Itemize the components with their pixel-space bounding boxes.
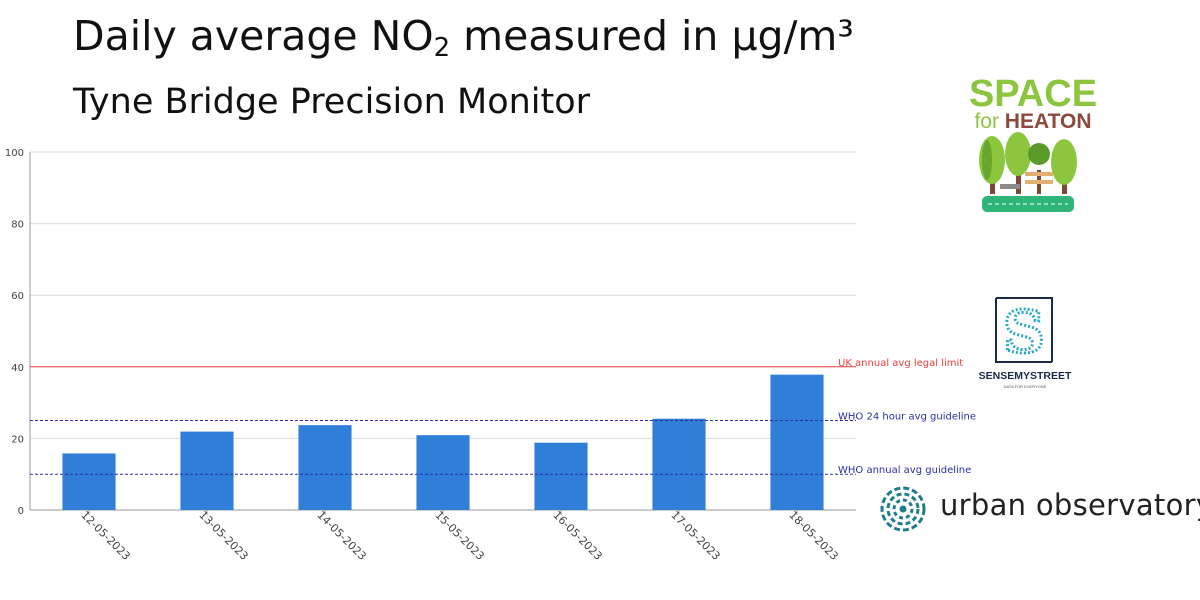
reference-line-label: WHO annual avg guideline — [838, 465, 971, 476]
bar — [298, 425, 352, 510]
bar — [534, 442, 588, 510]
x-tick-label: 14-05-2023 — [314, 508, 368, 562]
x-tick-label: 16-05-2023 — [550, 508, 604, 562]
x-tick-label: 12-05-2023 — [78, 508, 132, 562]
y-tick-label: 60 — [11, 291, 24, 302]
bar — [416, 435, 470, 510]
title-suffix: measured in µg/m³ — [450, 12, 854, 60]
chart-subtitle: Tyne Bridge Precision Monitor — [73, 82, 591, 122]
title-prefix: Daily average NO — [73, 12, 434, 60]
bar — [652, 418, 706, 510]
park-illustration — [979, 132, 1077, 212]
space-logo-line1: SPACE — [969, 73, 1097, 115]
reference-line-label: UK annual avg legal limit — [838, 358, 963, 369]
y-tick-label: 0 — [18, 506, 24, 517]
reference-line-label: WHO 24 hour avg guideline — [838, 412, 976, 423]
x-tick-label: 18-05-2023 — [786, 508, 840, 562]
urban-observatory-icon — [880, 486, 926, 532]
sense-my-street-logo: S SENSEMYSTREET DATA FOR EVERYONE — [979, 297, 1072, 390]
bar — [770, 374, 824, 510]
smst-name: SENSEMYSTREET — [979, 370, 1072, 382]
y-tick-label: 40 — [11, 363, 24, 374]
space-logo-line2: for HEATON — [974, 110, 1091, 133]
title-subscript: 2 — [433, 33, 451, 63]
y-tick-label: 100 — [5, 148, 24, 159]
bar — [180, 431, 234, 510]
bar — [62, 453, 116, 510]
y-tick-label: 80 — [11, 220, 24, 231]
space-for-heaton-logo: SPACE for HEATON — [969, 73, 1097, 212]
chart-title: Daily average NO2 measured in µg/m³ — [73, 12, 854, 63]
urban-observatory-name: urban observatory — [940, 488, 1200, 522]
smst-letter: S — [1003, 298, 1045, 366]
smst-tagline: DATA FOR EVERYONE — [1004, 384, 1047, 389]
y-tick-label: 20 — [11, 434, 24, 445]
urban-observatory-logo: urban observatory — [878, 484, 1200, 536]
x-tick-label: 17-05-2023 — [668, 508, 722, 562]
x-tick-label: 15-05-2023 — [432, 508, 486, 562]
x-tick-label: 13-05-2023 — [196, 508, 250, 562]
